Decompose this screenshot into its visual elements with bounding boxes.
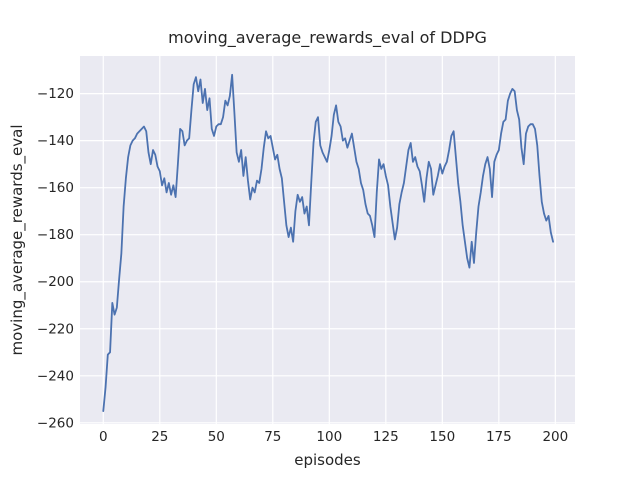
x-tick-label: 100 — [316, 429, 342, 445]
y-tick-label: −240 — [37, 368, 74, 384]
x-tick-label: 200 — [542, 429, 568, 445]
y-axis-label: moving_average_rewards_eval — [8, 124, 26, 356]
x-tick-label: 0 — [99, 429, 108, 445]
y-tick-label: −120 — [37, 86, 74, 102]
chart-title: moving_average_rewards_eval of DDPG — [168, 28, 487, 47]
y-tick-label: −140 — [37, 133, 74, 149]
y-tick-label: −260 — [37, 415, 74, 431]
y-tick-label: −220 — [37, 321, 74, 337]
x-tick-label: 175 — [486, 429, 512, 445]
x-tick-label: 25 — [151, 429, 168, 445]
data-line — [102, 73, 554, 412]
x-axis-label: episodes — [294, 451, 361, 469]
x-tick-label: 125 — [373, 429, 399, 445]
plot-area — [80, 56, 575, 424]
x-tick-label: 50 — [208, 429, 225, 445]
x-tick-label: 75 — [264, 429, 281, 445]
y-tick-label: −200 — [37, 274, 74, 290]
x-tick-label: 150 — [429, 429, 455, 445]
y-tick-label: −180 — [37, 227, 74, 243]
y-tick-label: −160 — [37, 180, 74, 196]
